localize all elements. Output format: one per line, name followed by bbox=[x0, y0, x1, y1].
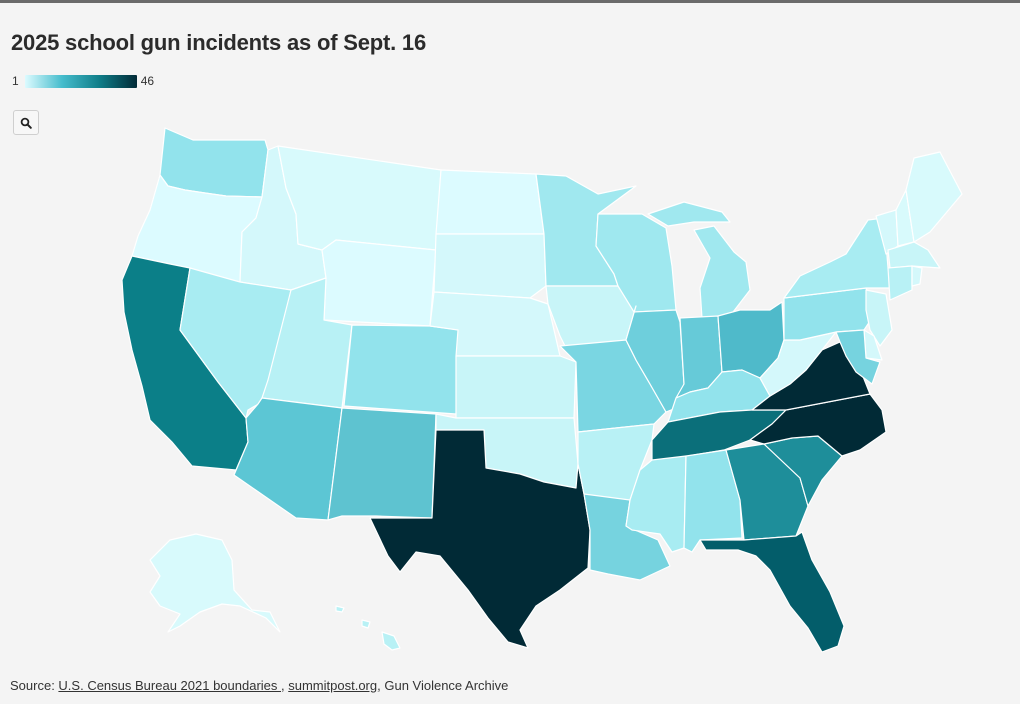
source-prefix: Source: bbox=[10, 678, 59, 693]
state-kansas[interactable] bbox=[455, 355, 577, 419]
state-hawaii[interactable] bbox=[335, 605, 401, 651]
state-new-mexico[interactable] bbox=[327, 407, 437, 521]
map-title: 2025 school gun incidents as of Sept. 16 bbox=[11, 30, 427, 55]
legend-max-label: 46 bbox=[140, 74, 155, 88]
zoom-search-button[interactable] bbox=[13, 110, 39, 135]
color-legend: 1 46 bbox=[12, 72, 154, 90]
state-alaska[interactable] bbox=[149, 533, 281, 633]
source-suffix: , Gun Violence Archive bbox=[377, 678, 509, 693]
state-maryland[interactable] bbox=[835, 329, 881, 385]
state-utah[interactable] bbox=[261, 277, 353, 409]
source-separator: , bbox=[281, 678, 289, 693]
state-michigan[interactable] bbox=[647, 201, 751, 319]
state-arizona[interactable] bbox=[233, 397, 343, 521]
top-border bbox=[0, 0, 1020, 3]
state-rhode-island[interactable] bbox=[911, 265, 923, 287]
census-boundaries-link[interactable]: U.S. Census Bureau 2021 boundaries bbox=[58, 678, 282, 693]
state-washington[interactable] bbox=[159, 127, 269, 198]
state-wyoming[interactable] bbox=[321, 239, 437, 327]
state-new-jersey[interactable] bbox=[865, 289, 893, 347]
state-new-york[interactable] bbox=[783, 217, 893, 299]
state-nevada[interactable] bbox=[179, 267, 292, 419]
state-montana[interactable] bbox=[277, 145, 442, 251]
summitpost-link[interactable]: summitpost.org bbox=[288, 678, 378, 693]
state-florida[interactable] bbox=[699, 531, 845, 653]
state-texas[interactable] bbox=[369, 429, 591, 649]
state-maine[interactable] bbox=[905, 151, 963, 243]
legend-min-label: 1 bbox=[12, 74, 19, 88]
state-colorado[interactable] bbox=[343, 324, 461, 415]
source-credit: Source: U.S. Census Bureau 2021 boundari… bbox=[10, 678, 508, 693]
state-south-dakota[interactable] bbox=[433, 233, 547, 299]
state-north-dakota[interactable] bbox=[435, 169, 545, 235]
state-north-carolina[interactable] bbox=[749, 393, 887, 457]
search-icon bbox=[20, 117, 32, 129]
state-connecticut[interactable] bbox=[887, 265, 913, 301]
state-illinois[interactable] bbox=[625, 305, 685, 413]
legend-gradient bbox=[24, 74, 137, 88]
state-iowa[interactable] bbox=[545, 285, 637, 349]
